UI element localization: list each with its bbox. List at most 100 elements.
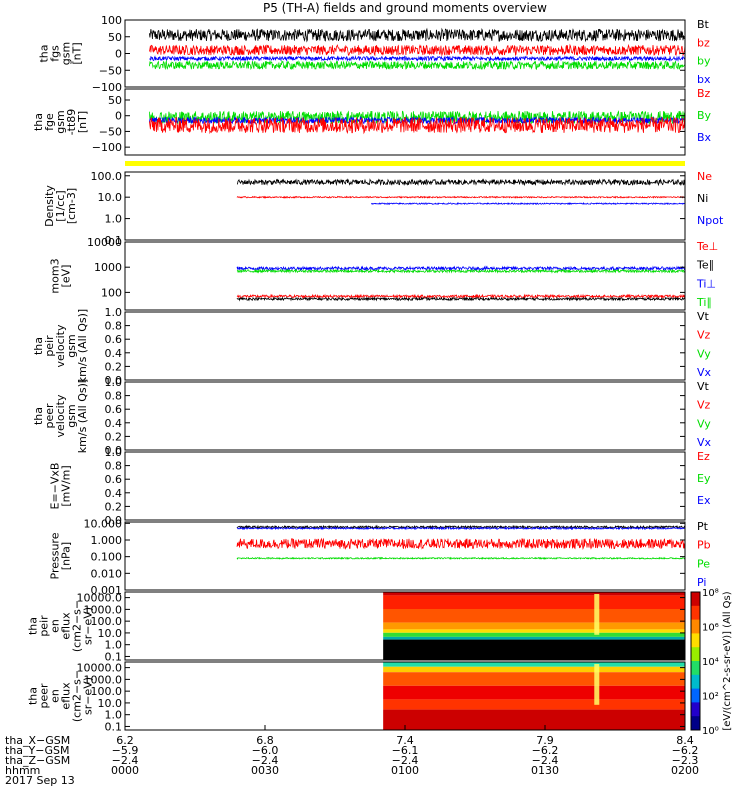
legend-Ti∥: Ti∥: [696, 296, 712, 309]
y-axis-label: fgs: [49, 45, 62, 62]
panel-frame: [124, 88, 686, 156]
chart-title: P5 (TH-A) fields and ground moments over…: [263, 1, 547, 15]
y-axis-label: tha: [32, 337, 45, 355]
x-tick-label: 0100: [391, 764, 419, 777]
legend-Vy: Vy: [697, 417, 711, 430]
legend-Ez: Ez: [697, 450, 710, 463]
y-tick-label: 10000: [87, 236, 122, 249]
y-tick-label: 0.010: [91, 567, 123, 580]
series-Bt: [149, 27, 686, 43]
x-tick-label: −6.0: [252, 744, 279, 757]
y-tick-label: 100.0: [91, 615, 123, 628]
series-Ni: [236, 178, 686, 187]
spectrogram-band: [383, 672, 685, 686]
x-tick-label: 0130: [531, 764, 559, 777]
y-axis-label: [nPa]: [60, 542, 73, 570]
x-tick-label: 0200: [671, 764, 699, 777]
y-tick-label: 100: [101, 14, 122, 27]
y-axis-label: velocity: [54, 324, 67, 367]
x-tick-label: 7.4: [396, 734, 414, 747]
spectrogram-band: [383, 636, 685, 640]
y-tick-label: −100: [92, 81, 122, 94]
series-Ti∥: [236, 268, 686, 274]
colorbar-cell: [691, 702, 700, 717]
colorbar-cell: [691, 647, 700, 662]
y-tick-label: 1.0: [105, 306, 123, 319]
y-axis-label: [eV]: [60, 265, 73, 288]
y-axis-label: en: [49, 619, 62, 633]
spectrogram-band: [383, 609, 685, 623]
colorbar-cell: [691, 633, 700, 648]
x-tick-label: −2.4: [112, 754, 139, 767]
legend-Ey: Ey: [697, 472, 711, 485]
y-axis-label: velocity: [54, 394, 67, 437]
x-tick-label: −6.2: [532, 744, 559, 757]
y-axis-label: tha: [38, 44, 51, 62]
y-axis-label: Density: [43, 185, 56, 227]
legend-Ne: Ne: [697, 170, 712, 183]
legend-Bz: Bz: [697, 87, 711, 100]
series-Pe: [236, 556, 686, 560]
series-Bz: [149, 116, 686, 135]
y-axis-label: tha: [27, 687, 40, 705]
status-bar: [125, 161, 685, 166]
colorbar-cell: [691, 688, 700, 703]
series-Npot: [371, 202, 686, 206]
y-tick-label: 0.6: [105, 333, 123, 346]
x-row-label: tha_Y−GSM: [5, 744, 69, 757]
y-axis-label: km/s (All Qs)]: [76, 309, 89, 383]
y-tick-label: 0.6: [105, 473, 123, 486]
spectrogram-band: [383, 639, 685, 660]
y-axis-label: peer: [43, 403, 56, 429]
y-tick-label: 1.000: [91, 534, 123, 547]
colorbar-tick-label: 10⁴: [702, 657, 719, 668]
y-tick-label: 1.0: [105, 446, 123, 459]
colorbar-cell: [691, 605, 700, 621]
y-tick-label: 100.0: [91, 685, 123, 698]
colorbar-frame: [690, 591, 701, 731]
spectrogram-band: [383, 709, 685, 730]
y-tick-label: 0.100: [91, 551, 123, 564]
colorbar-tick-label: 10⁶: [702, 623, 719, 634]
legend-bz: bz: [697, 36, 710, 49]
y-tick-label: 0: [115, 48, 122, 61]
y-axis-label: gsm: [65, 404, 78, 427]
x-tick-label: 7.9: [536, 734, 554, 747]
y-axis-label: E=−VxB: [49, 463, 62, 510]
series-Pi: [236, 526, 685, 531]
x-tick-label: −6.2: [672, 744, 699, 757]
panel-frame: [124, 171, 686, 241]
x-row-label: hhmm: [5, 764, 40, 777]
colorbar-cell: [691, 674, 700, 690]
y-axis-label: eflux: [60, 682, 73, 710]
colorbar-tick-label: 10²: [702, 692, 719, 703]
spectrogram-band: [383, 699, 685, 710]
colorbar-label: [eV/(cm^2-s-sr-eV)] (All Qs): [722, 591, 733, 730]
y-tick-label: 10.000: [84, 517, 123, 530]
y-tick-label: 0.4: [105, 487, 123, 500]
legend-Pi: Pi: [697, 576, 706, 589]
legend-Pt: Pt: [697, 520, 709, 533]
series-bx: [149, 55, 686, 63]
colorbar-cell: [691, 619, 700, 634]
y-tick-label: 50: [108, 94, 122, 107]
y-axis-label: tha: [32, 113, 45, 131]
y-tick-label: 1.0: [105, 213, 123, 226]
x-tick-label: 8.4: [676, 734, 694, 747]
legend-Ni: Ni: [697, 192, 708, 205]
y-tick-label: 0.2: [105, 430, 123, 443]
spectrogram-feature: [594, 664, 600, 705]
y-axis-label: mom3: [49, 258, 62, 293]
x-tick-label: −2.3: [672, 754, 699, 767]
legend-Vx: Vx: [697, 436, 712, 449]
series-by: [149, 59, 686, 71]
series-Ti⊥: [236, 265, 686, 272]
x-row-label: tha_X−GSM: [5, 734, 70, 747]
y-tick-label: 1000.0: [84, 673, 123, 686]
series-Ne: [236, 195, 686, 199]
spectrogram-band: [383, 632, 685, 637]
y-tick-label: 1.0: [105, 376, 123, 389]
series-Te∥: [236, 296, 686, 302]
y-axis-label: [nT]: [71, 42, 84, 64]
